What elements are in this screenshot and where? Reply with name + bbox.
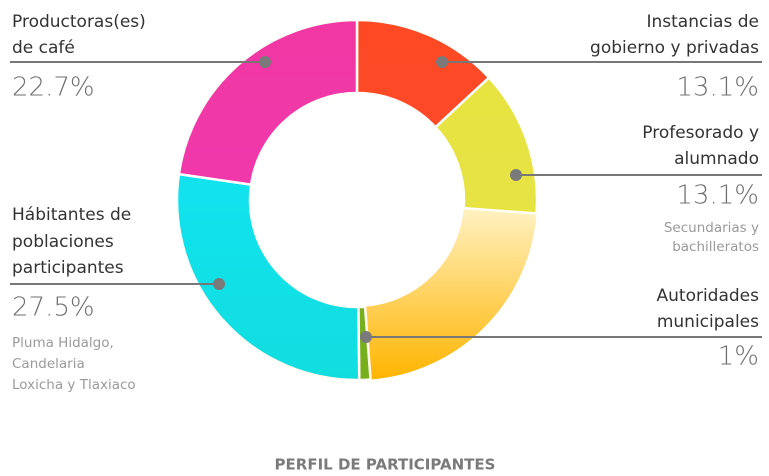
category-label: poblaciones: [12, 232, 114, 252]
value-label: 1%: [718, 342, 759, 372]
leader-dot: [259, 56, 271, 68]
donut-segment: [433, 75, 539, 215]
note: Loxicha y Tlaxiaco: [12, 377, 136, 393]
leader-dot: [510, 169, 522, 181]
category-label: Productoras(es): [12, 12, 146, 32]
value-label: 13.1%: [676, 73, 759, 103]
category-label: Autoridades: [657, 286, 760, 306]
category-label: participantes: [12, 258, 124, 278]
donut-segment: [175, 172, 361, 382]
donut: [175, 18, 539, 382]
note: Secundarias y: [664, 220, 759, 236]
category-label: de café: [12, 38, 75, 58]
leader-dot: [360, 331, 372, 343]
category-label: alumnado: [674, 149, 759, 169]
value-label: 27.5%: [12, 293, 95, 323]
leader-dot: [213, 278, 225, 290]
value-label: 13.1%: [676, 181, 759, 211]
leader-dot: [436, 56, 448, 68]
category-label: gobierno y privadas: [590, 38, 759, 58]
category-label: Profesorado y: [642, 123, 759, 143]
category-label: Hábitantes de: [12, 205, 131, 225]
note: bachilleratos: [672, 239, 759, 255]
note: Pluma Hidalgo,: [12, 335, 114, 351]
category-label: municipales: [657, 312, 759, 332]
value-label: 22.7%: [12, 73, 95, 103]
note: Candelaria: [12, 356, 85, 372]
chart-title: PERFIL DE PARTICIPANTES: [275, 456, 496, 474]
category-label: Instancias de: [646, 12, 759, 32]
donut-segment: [177, 18, 359, 187]
